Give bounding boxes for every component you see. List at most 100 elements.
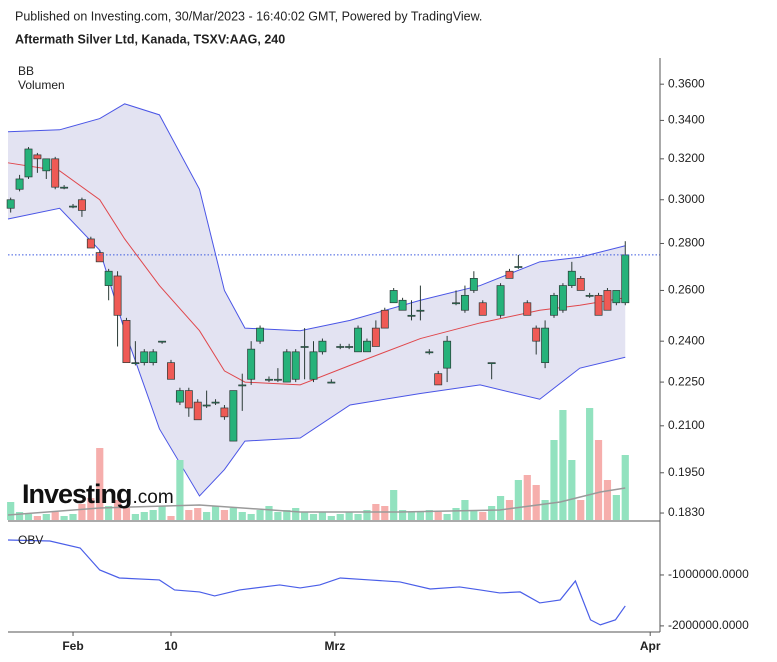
candle-body <box>51 158 60 188</box>
watermark-suffix: .com <box>133 487 174 508</box>
volume-bar <box>96 448 104 520</box>
volume-bar <box>327 516 335 520</box>
volume-bar <box>7 502 15 520</box>
candle-body <box>273 378 282 381</box>
candle-body <box>576 278 585 291</box>
volume-bar <box>514 480 522 520</box>
volume-bar <box>390 490 398 520</box>
y-tick-label: 0.2100 <box>668 418 705 432</box>
volume-bar <box>407 512 416 520</box>
x-tick-label: Mrz <box>325 639 346 653</box>
volume-bar <box>131 514 139 520</box>
volume-bar <box>176 460 184 520</box>
volume-bar <box>586 408 594 520</box>
candle-body <box>6 199 15 209</box>
volume-bar <box>443 514 451 520</box>
y-tick-label: -2000000.0000 <box>668 618 749 632</box>
candle-body <box>131 362 140 365</box>
volume-bar <box>15 512 24 520</box>
volume-bar <box>594 440 603 520</box>
volume-bar <box>247 514 255 520</box>
volume-bar <box>33 516 41 520</box>
candle-body <box>585 294 594 297</box>
price-layer <box>6 147 660 442</box>
y-tick-label: 0.1950 <box>668 465 705 479</box>
candle-body <box>612 290 621 304</box>
candle-body <box>86 238 95 249</box>
volume-bar <box>568 460 576 520</box>
candle-body <box>416 309 425 312</box>
y-tick-label: 0.3200 <box>668 151 705 165</box>
legend-entry: OBV <box>18 533 43 547</box>
volume-bar <box>105 506 113 520</box>
candle-body <box>247 348 256 380</box>
volume-bar <box>283 510 291 520</box>
candle-body <box>158 340 167 343</box>
candle-body <box>15 178 24 190</box>
candle-body <box>550 294 558 316</box>
candle-body <box>140 351 149 364</box>
volume-bar <box>203 512 211 520</box>
volume-bar <box>470 510 478 520</box>
candle-body <box>496 285 505 316</box>
candle-body <box>291 351 300 380</box>
candle-body <box>621 254 630 304</box>
candle-body <box>469 278 478 291</box>
volume-bar <box>194 508 202 520</box>
x-tick-label: Feb <box>62 639 83 653</box>
candle-body <box>345 346 354 348</box>
volume-bar <box>488 506 496 520</box>
y-tick-label: 0.2250 <box>668 374 705 388</box>
volume-bar <box>51 512 59 520</box>
volume-bar <box>363 510 371 520</box>
chart-title: Aftermath Silver Ltd, Kanada, TSXV:AAG, … <box>15 32 285 46</box>
candle-body <box>443 340 452 369</box>
candle-body <box>594 294 603 316</box>
volume-bar <box>185 510 193 520</box>
volume-bar <box>140 512 148 520</box>
candle-body <box>60 186 69 189</box>
volume-bar <box>336 514 344 520</box>
candle-body <box>300 346 309 348</box>
axis-layer: 0.3600 0.3400 0.3200 0.3000 0.2800 0.2600 0.24… <box>8 58 749 653</box>
y-tick-label: 0.2600 <box>668 283 705 297</box>
candle-body <box>371 327 380 347</box>
volume-bar <box>256 510 264 520</box>
volume-bar <box>318 512 327 520</box>
candle-body <box>487 362 496 365</box>
volume-bar <box>523 475 531 520</box>
candle-body <box>407 314 416 317</box>
volume-bar <box>113 500 122 520</box>
band-line <box>7 103 626 332</box>
volume-bar <box>559 410 567 520</box>
y-tick-label: 0.2800 <box>668 236 705 250</box>
volume-bar <box>496 496 505 520</box>
candle-body <box>309 351 318 380</box>
volume-bar <box>122 508 131 520</box>
volume-bar <box>621 455 629 520</box>
watermark-brand: Investing <box>22 479 132 509</box>
source-line: Published on Investing.com, 30/Mar/2023 … <box>15 9 482 23</box>
y-tick-label: 0.3400 <box>668 113 705 127</box>
band-middle-line <box>7 162 626 386</box>
volume-bar <box>158 506 166 520</box>
volume-bar <box>238 512 246 520</box>
candle-body <box>24 148 33 178</box>
y-tick-label: 0.3600 <box>668 76 705 90</box>
candle-body <box>184 390 193 409</box>
candle-body <box>558 285 567 311</box>
x-tick-label: Apr <box>640 639 661 653</box>
volume-bar <box>550 440 558 520</box>
candle-body <box>398 299 407 311</box>
candle-body <box>42 158 51 172</box>
volume-bar <box>274 512 282 520</box>
candle-body <box>523 302 532 316</box>
candle-body <box>318 340 327 353</box>
candle-body <box>149 351 158 364</box>
volume-bar <box>345 512 353 520</box>
candle-body <box>122 320 131 364</box>
candle-body <box>202 404 211 407</box>
candle-body <box>256 327 265 342</box>
volume-bar <box>167 516 175 520</box>
